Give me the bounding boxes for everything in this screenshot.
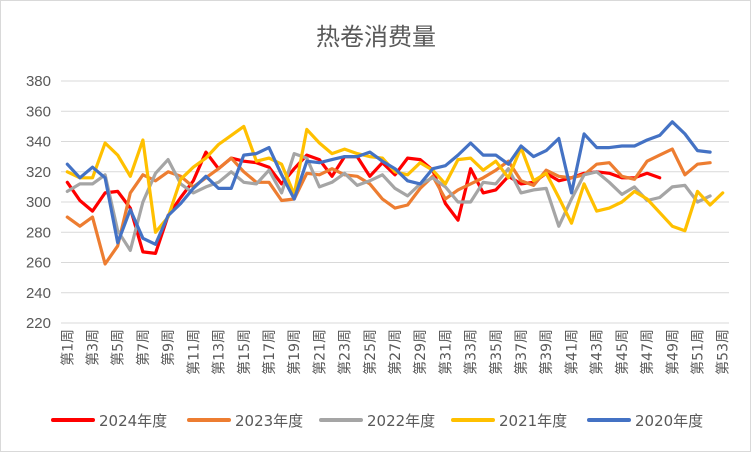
y-tick-label: 260 [26,255,51,272]
y-tick-label: 280 [26,224,51,241]
x-tick-label: 第5周 [110,329,127,366]
chart-title: 热卷消费量 [316,23,436,51]
x-tick-label: 第1周 [59,329,76,366]
x-tick-label: 第45周 [614,329,631,375]
gridlines [61,80,729,324]
x-tick-label: 第23周 [337,329,354,375]
x-tick-label: 第17周 [261,329,278,375]
x-tick-label: 第31周 [437,329,454,375]
legend: 2024年度 2023年度 2022年度 2021年度 2020年度 [51,412,703,430]
y-tick-label: 220 [26,315,51,332]
x-tick-label: 第19周 [286,329,303,375]
x-tick-label: 第39周 [538,329,555,375]
x-tick-label: 第9周 [160,329,177,366]
legend-label: 2020年度 [635,412,703,430]
x-tick-label: 第29周 [412,329,429,375]
x-tick-label: 第25周 [362,329,379,375]
x-tick-label: 第7周 [135,329,152,366]
y-tick-label: 340 [26,134,51,151]
x-tick-label: 第15周 [236,329,253,375]
series-line-2020年度 [65,120,712,246]
legend-label: 2024年度 [99,412,167,430]
x-tick-label: 第27周 [387,329,404,375]
x-axis-ticks: 第1周 第3周 第5周 第7周 第9周 第11周 第13周 第15周 第17周 第19周 第21周第… [59,329,731,375]
x-tick-label: 第41周 [563,329,580,375]
y-axis-ticks: 220 240 260 280 300 320 340 360 380 [26,73,51,332]
x-tick-label: 第33周 [463,329,480,375]
y-tick-label: 300 [26,194,51,211]
legend-label: 2022年度 [367,412,435,430]
x-tick-label: 第53周 [715,329,732,375]
series-lines [65,120,725,266]
x-tick-label: 第35周 [488,329,505,375]
x-tick-label: 第11周 [185,329,202,375]
y-tick-label: 240 [26,285,51,302]
y-tick-label: 320 [26,164,51,181]
x-tick-label: 第51周 [689,329,706,375]
y-tick-label: 360 [26,103,51,120]
x-tick-label: 第47周 [639,329,656,375]
y-tick-label: 380 [26,73,51,90]
x-tick-label: 第21周 [311,329,328,375]
x-tick-label: 第49周 [664,329,681,375]
legend-label: 2021年度 [499,412,567,430]
series-line-2021年度 [65,124,725,234]
x-tick-label: 第3周 [85,329,102,366]
series-line-2022年度 [65,152,712,252]
legend-label: 2023年度 [235,412,303,430]
x-tick-label: 第37周 [513,329,530,375]
x-tick-label: 第43周 [589,329,606,375]
x-tick-label: 第13周 [211,329,228,375]
